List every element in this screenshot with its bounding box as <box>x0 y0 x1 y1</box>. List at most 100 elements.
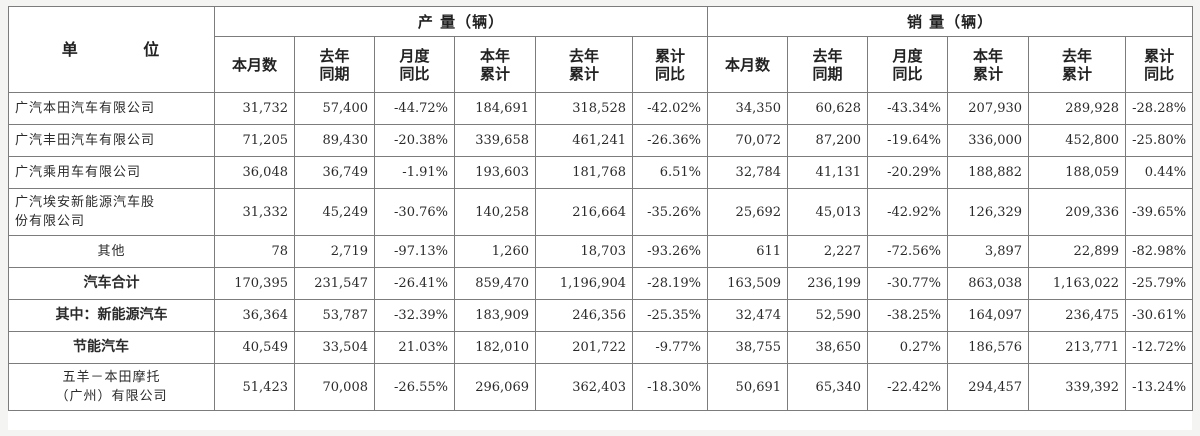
sales-cell: 38,650 <box>787 331 869 364</box>
table-row: 其中：新能源汽车 36,364 53,787 -32.39% 183,909 246,35… <box>8 299 1194 332</box>
production-cell: 201,722 <box>535 331 633 364</box>
production-header: 产 量（辆） <box>213 6 709 37</box>
unit-header: 单 位 <box>8 6 215 93</box>
production-cell: 362,403 <box>535 363 633 411</box>
col-header-line: 同比 <box>892 64 923 83</box>
production-cell: 193,603 <box>454 156 536 189</box>
header-row-columns: 本月数 去年 同期 月度 同比 本年 累计 去年 累计 累计 同比 本月数 去年 同期 月度 同比 本年 累计 去年… <box>9 36 1194 93</box>
table-row: 广汽乘用车有限公司 36,048 36,749 -1.91% 193,603 181,76… <box>8 156 1194 189</box>
row-label: 汽车合计 <box>8 267 215 300</box>
row-label-line: 五羊－本田摩托 <box>62 370 161 385</box>
sales-cell: -38.25% <box>867 299 949 332</box>
sales-cell: -25.79% <box>1125 267 1194 300</box>
row-label-line: 广汽埃安新能源汽车股 <box>15 195 156 210</box>
production-cell: 170,395 <box>214 267 295 300</box>
sales-cell: -43.34% <box>867 92 949 125</box>
sales-cell: -30.77% <box>867 267 949 300</box>
production-cell: -26.36% <box>631 124 709 157</box>
production-cell: -26.55% <box>374 363 455 411</box>
col-header-line: 本年 <box>479 46 510 65</box>
sales-cell: 126,329 <box>947 188 1030 236</box>
sales-cell: 289,928 <box>1028 92 1127 125</box>
row-label: 广汽埃安新能源汽车股 份有限公司 <box>8 188 215 236</box>
col-header-line: 同期 <box>319 64 350 83</box>
sales-cell: 336,000 <box>947 124 1030 157</box>
production-cell: -44.72% <box>374 92 455 125</box>
row-label-line: 份有限公司 <box>15 214 86 229</box>
production-col-header: 本年 累计 <box>454 36 536 93</box>
production-cell: 33,504 <box>294 331 375 364</box>
production-cell: 31,332 <box>214 188 295 236</box>
col-header-line: 月度 <box>399 46 430 65</box>
sales-cell: 209,336 <box>1028 188 1127 236</box>
production-cell: -9.77% <box>631 331 709 364</box>
production-cell: 31,732 <box>214 92 295 125</box>
production-cell: -32.39% <box>374 299 455 332</box>
sales-cell: -82.98% <box>1125 235 1194 268</box>
production-cell: -18.30% <box>631 363 709 411</box>
sales-cell: 213,771 <box>1028 331 1127 364</box>
production-col-header: 累计 同比 <box>631 36 709 93</box>
production-cell: 89,430 <box>294 124 375 157</box>
sales-cell: 863,038 <box>947 267 1030 300</box>
table-row: 广汽本田汽车有限公司 31,732 57,400 -44.72% 184,691 318,… <box>8 92 1194 125</box>
production-cell: 18,703 <box>535 235 633 268</box>
sales-cell: 70,072 <box>707 124 789 157</box>
table-row: 广汽丰田汽车有限公司 71,205 89,430 -20.38% 339,658 461,… <box>8 124 1194 157</box>
production-cell: -1.91% <box>374 156 455 189</box>
table-row: 汽车合计 170,395 231,547 -26.41% 859,470 1,196,90… <box>8 267 1194 300</box>
sales-cell: -42.92% <box>867 188 949 236</box>
sales-cell: 236,199 <box>787 267 869 300</box>
production-cell: 216,664 <box>535 188 633 236</box>
production-cell: 78 <box>214 235 295 268</box>
col-header-line: 同比 <box>1144 64 1175 83</box>
production-col-header: 月度 同比 <box>374 36 455 93</box>
production-cell: 296,069 <box>454 363 536 411</box>
sales-cell: 60,628 <box>787 92 869 125</box>
sales-cell: 52,590 <box>787 299 869 332</box>
production-cell: 181,768 <box>535 156 633 189</box>
sales-cell: 2,227 <box>787 235 869 268</box>
row-label-line: 汽车合计 <box>83 275 140 291</box>
col-header-line: 去年 <box>812 46 843 65</box>
sales-cell: -28.28% <box>1125 92 1194 125</box>
header-row-groups: 单 位 产 量（辆） 销 量（辆） <box>8 6 1194 93</box>
col-header-line: 同期 <box>812 64 843 83</box>
production-cell: 184,691 <box>454 92 536 125</box>
sales-cell: 164,097 <box>947 299 1030 332</box>
row-label: 广汽本田汽车有限公司 <box>8 92 215 125</box>
production-cell: 57,400 <box>294 92 375 125</box>
production-cell: 70,008 <box>294 363 375 411</box>
production-cell: 140,258 <box>454 188 536 236</box>
table-row: 五羊－本田摩托 （广州）有限公司 51,423 70,008 -26.55% 296,06… <box>8 363 1194 411</box>
production-cell: -35.26% <box>631 188 709 236</box>
sales-col-header: 去年 同期 <box>787 36 869 93</box>
sales-cell: 32,784 <box>707 156 789 189</box>
sales-cell: 163,509 <box>707 267 789 300</box>
col-header-line: 累计 <box>973 64 1004 83</box>
report-sheet: 单 位 产 量（辆） 销 量（辆） 本月数 去年 同期 月度 同比 本年 累计 去年 累计 累计同… <box>8 6 1194 430</box>
production-cell: -93.26% <box>631 235 709 268</box>
row-label-line: 广汽乘用车有限公司 <box>15 165 142 180</box>
row-label: 五羊－本田摩托 （广州）有限公司 <box>8 363 215 411</box>
production-cell: 21.03% <box>374 331 455 364</box>
row-label-line: （广州）有限公司 <box>55 389 168 404</box>
table-row: 广汽埃安新能源汽车股 份有限公司 31,332 45,249 -30.76% 140,25… <box>8 188 1194 236</box>
sales-cell: 611 <box>707 235 789 268</box>
production-cell: 2,719 <box>294 235 375 268</box>
sales-cell: -22.42% <box>867 363 949 411</box>
sales-col-header: 本年 累计 <box>947 36 1030 93</box>
sales-cell: 236,475 <box>1028 299 1127 332</box>
production-cell: 45,249 <box>294 188 375 236</box>
col-header-line: 本年 <box>973 46 1004 65</box>
sales-cell: 50,691 <box>707 363 789 411</box>
production-cell: -97.13% <box>374 235 455 268</box>
production-cell: 461,241 <box>535 124 633 157</box>
sales-cell: -39.65% <box>1125 188 1194 236</box>
table-row: 节能汽车 40,549 33,504 21.03% 182,010 201,722 -9.7… <box>8 331 1194 364</box>
col-header-line: 去年 <box>319 46 350 65</box>
production-cell: 40,549 <box>214 331 295 364</box>
production-cell: 339,658 <box>454 124 536 157</box>
production-col-header: 去年 同期 <box>294 36 375 93</box>
production-cell: 859,470 <box>454 267 536 300</box>
